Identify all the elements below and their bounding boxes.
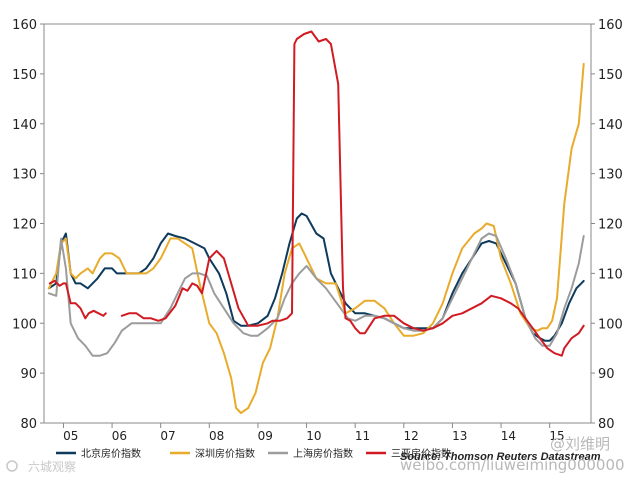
x-tick-label: 13 bbox=[452, 429, 467, 443]
legend-label-2: 上海房价指数 bbox=[293, 447, 353, 460]
plot-area bbox=[47, 30, 585, 414]
watermark-handle: @刘维明 bbox=[550, 435, 610, 453]
y-tick-label-right: 90 bbox=[598, 367, 615, 382]
y-tick-label-right: 160 bbox=[598, 18, 623, 33]
y-tick-label-right: 130 bbox=[598, 168, 623, 183]
x-tick-label: 12 bbox=[403, 429, 418, 443]
x-tick-label: 10 bbox=[306, 429, 321, 443]
y-tick-label-left: 140 bbox=[12, 118, 37, 133]
x-tick-label: 07 bbox=[160, 429, 175, 443]
y-tick-label-left: 150 bbox=[12, 68, 37, 83]
series-line-1 bbox=[47, 62, 585, 414]
x-tick-label: 06 bbox=[112, 429, 127, 443]
legend: 北京房价指数 深圳房价指数 上海房价指数 三亚房价指数 bbox=[56, 447, 451, 460]
y-tick-label-right: 150 bbox=[598, 68, 623, 83]
x-tick-label: 09 bbox=[258, 429, 273, 443]
weibo-logo-icon bbox=[6, 460, 18, 472]
watermark-right: @刘维明 weibo.com/liuweiming000000 bbox=[400, 435, 625, 474]
y-tick-label-right: 110 bbox=[598, 267, 623, 282]
x-tick-label: 14 bbox=[501, 429, 516, 443]
y-tick-label-left: 90 bbox=[20, 367, 37, 382]
y-tick-label-left: 120 bbox=[12, 218, 37, 233]
y-tick-label-left: 80 bbox=[20, 417, 37, 432]
x-tick-label: 11 bbox=[355, 429, 370, 443]
x-tick-label: 05 bbox=[63, 429, 78, 443]
source-note: Source: Thomson Reuters Datastream bbox=[400, 451, 601, 463]
legend-label-0: 北京房价指数 bbox=[81, 447, 141, 460]
x-axis: 05 06 07 08 09 10 11 12 13 14 15 bbox=[62, 423, 565, 443]
x-tick-label: 15 bbox=[549, 429, 564, 443]
legend-label-3: 三亚房价指数 bbox=[391, 447, 451, 460]
y-tick-label-left: 130 bbox=[12, 168, 37, 183]
y-tick-label-left: 100 bbox=[12, 317, 37, 332]
plot-frame bbox=[43, 23, 592, 424]
watermark-url: weibo.com/liuweiming000000 bbox=[400, 456, 625, 474]
series-line-2 bbox=[47, 232, 585, 357]
watermark-left-text: 六城观察 bbox=[28, 460, 76, 474]
y-tick-label-left: 160 bbox=[12, 18, 37, 33]
y-tick-label-right: 120 bbox=[598, 218, 623, 233]
left-y-axis: 80 90 100 110 120 130 140 150 160 bbox=[12, 18, 44, 432]
chart-axes bbox=[43, 23, 592, 424]
y-tick-label-left: 110 bbox=[12, 267, 37, 282]
series-line-3 bbox=[48, 30, 585, 357]
watermark-left: 六城观察 bbox=[6, 460, 76, 474]
y-tick-label-right: 80 bbox=[598, 417, 615, 432]
y-tick-label-right: 100 bbox=[598, 317, 623, 332]
x-tick-label: 08 bbox=[209, 429, 224, 443]
right-y-axis: 80 90 100 110 120 130 140 150 160 bbox=[591, 18, 623, 432]
y-tick-label-right: 140 bbox=[598, 118, 623, 133]
legend-label-1: 深圳房价指数 bbox=[195, 447, 255, 460]
